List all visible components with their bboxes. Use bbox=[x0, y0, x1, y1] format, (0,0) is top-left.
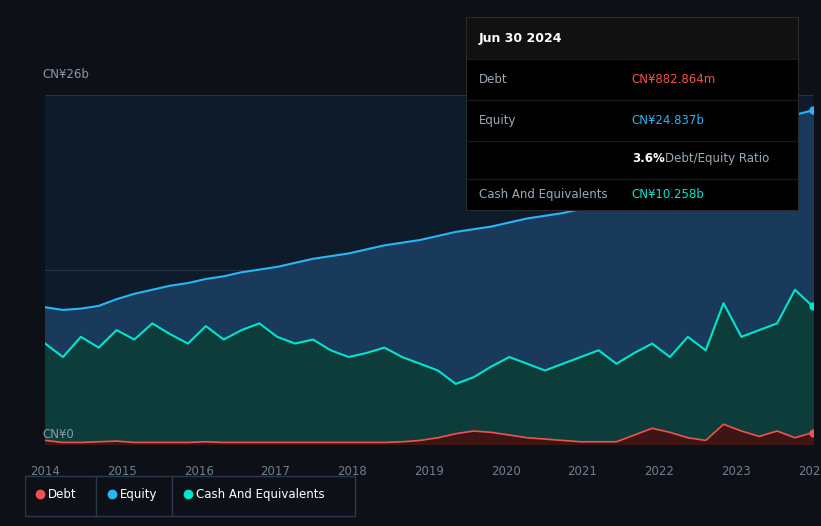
Text: Cash And Equivalents: Cash And Equivalents bbox=[479, 188, 608, 201]
Text: Equity: Equity bbox=[120, 488, 157, 501]
Text: 3.6%: 3.6% bbox=[632, 151, 664, 165]
Text: 2016: 2016 bbox=[184, 466, 213, 479]
Text: 2020: 2020 bbox=[491, 466, 521, 479]
Text: CN¥26b: CN¥26b bbox=[43, 68, 89, 80]
FancyBboxPatch shape bbox=[172, 476, 355, 516]
Text: Debt: Debt bbox=[48, 488, 77, 501]
Text: Debt/Equity Ratio: Debt/Equity Ratio bbox=[665, 151, 769, 165]
Text: CN¥10.258b: CN¥10.258b bbox=[632, 188, 704, 201]
Text: 2015: 2015 bbox=[107, 466, 137, 479]
Text: Debt: Debt bbox=[479, 73, 507, 86]
Text: 2019: 2019 bbox=[414, 466, 444, 479]
Text: 2021: 2021 bbox=[567, 466, 598, 479]
Text: 2022: 2022 bbox=[644, 466, 674, 479]
FancyBboxPatch shape bbox=[466, 17, 798, 59]
Text: 2024: 2024 bbox=[798, 466, 821, 479]
FancyBboxPatch shape bbox=[25, 476, 99, 516]
Text: Cash And Equivalents: Cash And Equivalents bbox=[196, 488, 324, 501]
Text: CN¥0: CN¥0 bbox=[43, 428, 75, 441]
Text: 2017: 2017 bbox=[260, 466, 291, 479]
Text: Jun 30 2024: Jun 30 2024 bbox=[479, 32, 562, 45]
Text: CN¥24.837b: CN¥24.837b bbox=[632, 114, 704, 127]
Text: 2023: 2023 bbox=[721, 466, 751, 479]
Text: Equity: Equity bbox=[479, 114, 516, 127]
FancyBboxPatch shape bbox=[96, 476, 175, 516]
Text: 2014: 2014 bbox=[30, 466, 60, 479]
Text: 2018: 2018 bbox=[337, 466, 367, 479]
Text: CN¥882.864m: CN¥882.864m bbox=[632, 73, 716, 86]
